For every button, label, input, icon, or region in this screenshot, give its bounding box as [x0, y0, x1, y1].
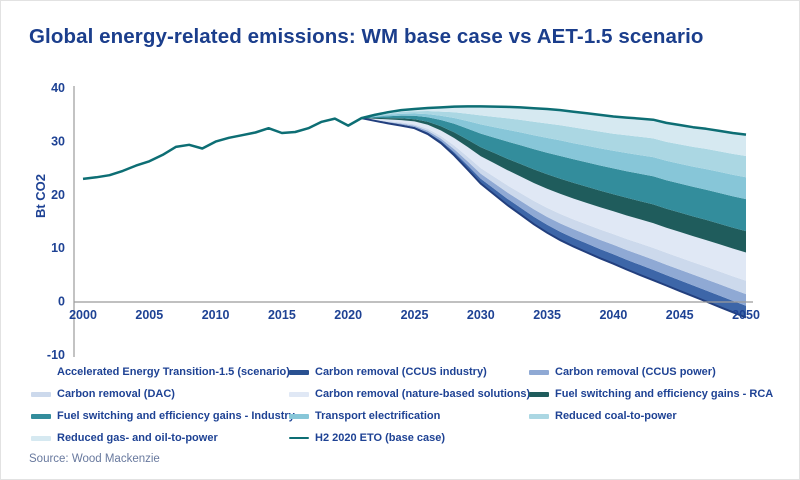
wedge-4: [361, 118, 746, 281]
legend-label: Fuel switching and efficiency gains - In…: [57, 410, 295, 422]
scenario-line: [361, 117, 747, 319]
chart-area: 40 30 20 10 0 -10 2000 2005 2010 2015 2020 2025 2030…: [1, 1, 799, 362]
legend-swatch-icon: [529, 391, 549, 397]
y-tick-label: 40: [51, 81, 65, 95]
legend-item-4: Carbon removal (DAC): [31, 388, 289, 400]
legend-item-11: H2 2020 ETO (base case): [289, 432, 529, 444]
wedge-3: [361, 118, 746, 295]
legend-swatch-icon: [31, 435, 51, 441]
legend-item-2: Carbon removal (CCUS industry): [289, 366, 529, 378]
x-tick-label: 2005: [135, 308, 163, 322]
legend-label: Accelerated Energy Transition-1.5 (scena…: [57, 366, 290, 378]
legend-swatch-icon: [529, 413, 549, 419]
x-tick-label: 2045: [666, 308, 694, 322]
legend-swatch-icon: [289, 437, 309, 439]
wedge-5: [361, 118, 746, 253]
legend-swatch-icon: [31, 413, 51, 419]
legend-label: Reduced coal-to-power: [555, 410, 677, 422]
base-case-line: [82, 105, 747, 181]
x-tick-label: 2000: [69, 308, 97, 322]
x-tick-label: 2040: [599, 308, 627, 322]
legend-label: H2 2020 ETO (base case): [315, 432, 446, 444]
legend-item-6: Fuel switching and efficiency gains - RC…: [529, 388, 791, 400]
legend-label: Reduced gas- and oil-to-power: [57, 432, 218, 444]
y-tick-label: 30: [51, 135, 65, 149]
legend-label: Transport electrification: [315, 410, 441, 422]
y-tick-label: -10: [47, 348, 65, 359]
y-axis-label: Bt CO2: [33, 174, 48, 218]
y-tick-label: 0: [58, 295, 65, 309]
legend-label: Carbon removal (nature-based solutions): [315, 388, 531, 400]
y-tick-label: 20: [51, 188, 65, 202]
legend-swatch-icon: [289, 369, 309, 375]
wedge-6: [361, 115, 746, 232]
legend-swatch-icon: [31, 391, 51, 397]
chart-title: Global energy-related emissions: WM base…: [29, 25, 704, 48]
wedge-2: [361, 118, 746, 306]
legend-swatch-icon: [31, 370, 51, 375]
legend-swatch-icon: [289, 413, 309, 419]
legend-swatch-icon: [529, 369, 549, 375]
legend-item-9: Reduced coal-to-power: [529, 410, 791, 422]
legend-item-3: Carbon removal (CCUS power): [529, 366, 791, 378]
chart-legend: Accelerated Energy Transition-1.5 (scena…: [31, 361, 791, 449]
x-tick-label: 2020: [334, 308, 362, 322]
legend-swatch-icon: [289, 391, 309, 397]
legend-item-5: Carbon removal (nature-based solutions): [289, 388, 531, 400]
x-tick-label: 2050: [732, 308, 760, 322]
legend-label: Carbon removal (DAC): [57, 388, 175, 400]
source-note: Source: Wood Mackenzie: [29, 453, 160, 465]
x-tick-label: 2025: [401, 308, 429, 322]
legend-label: Carbon removal (CCUS industry): [315, 366, 487, 378]
x-tick-label: 2010: [202, 308, 230, 322]
legend-label: Fuel switching and efficiency gains - RC…: [555, 388, 774, 400]
wedge-1: [361, 118, 746, 318]
wedge-8: [361, 111, 746, 178]
legend-item-1: Accelerated Energy Transition-1.5 (scena…: [31, 366, 290, 378]
x-tick-label: 2035: [533, 308, 561, 322]
x-tick-label: 2015: [268, 308, 296, 322]
legend-label: Carbon removal (CCUS power): [555, 366, 716, 378]
x-tick-label: 2030: [467, 308, 495, 322]
y-tick-label: 10: [51, 241, 65, 255]
legend-item-8: Transport electrification: [289, 410, 529, 422]
legend-item-10: Reduced gas- and oil-to-power: [31, 432, 289, 444]
legend-item-7: Fuel switching and efficiency gains - In…: [31, 410, 295, 422]
